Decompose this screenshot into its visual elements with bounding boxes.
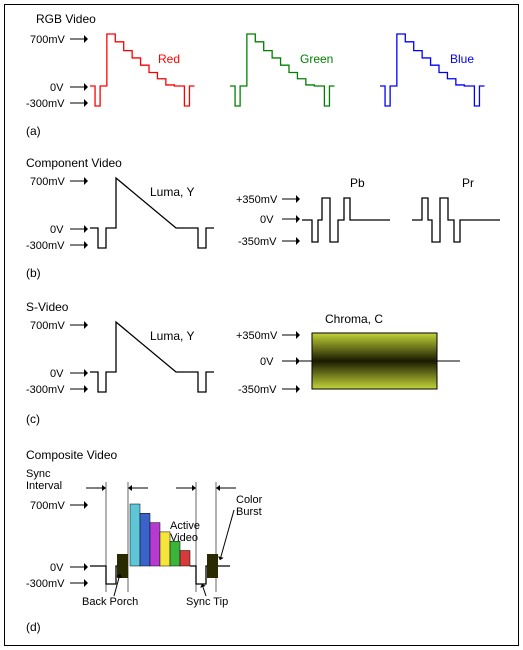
section-b: Component Video 700mV 0V -300mV Luma, Y … xyxy=(0,156,523,281)
signal-blue xyxy=(380,30,500,110)
d-level-0: 0V xyxy=(50,562,63,574)
c-level-700: 700mV xyxy=(30,320,65,332)
b-diff-low: -350mV xyxy=(238,236,277,248)
c-chroma-mid: 0V xyxy=(260,356,273,368)
signal-pr xyxy=(412,192,507,248)
c-chroma-high: +350mV xyxy=(236,330,277,342)
signal-pb xyxy=(302,192,397,248)
label-luma-b: Luma, Y xyxy=(150,185,194,199)
label-blue: Blue xyxy=(450,52,474,66)
section-c-letter: (c) xyxy=(26,412,40,426)
arrow-b-700 xyxy=(70,176,88,186)
b-diff-mid: 0V xyxy=(260,214,273,226)
b-level-700: 700mV xyxy=(30,176,65,188)
c-level-neg300: -300mV xyxy=(26,384,65,396)
chroma-box xyxy=(300,328,460,394)
arrow-c-0 xyxy=(70,368,88,378)
d-level-700: 700mV xyxy=(30,500,65,512)
label-chroma: Chroma, C xyxy=(325,312,383,326)
a-level-700: 700mV xyxy=(30,34,65,46)
c-chroma-low: -350mV xyxy=(238,384,277,396)
label-green: Green xyxy=(300,52,333,66)
d-level-neg300: -300mV xyxy=(26,578,65,590)
d-back-porch: Back Porch xyxy=(82,596,138,608)
arrow-bd-m xyxy=(282,214,300,224)
d-sync-tip: Sync Tip xyxy=(186,596,228,608)
label-pr: Pr xyxy=(462,176,474,190)
arrow-bd-h xyxy=(282,194,300,204)
arrow-cc-m xyxy=(282,356,300,366)
section-c-title: S-Video xyxy=(26,300,68,314)
b-level-0: 0V xyxy=(50,224,63,236)
a-level-neg300: -300mV xyxy=(26,98,65,110)
signal-luma-b xyxy=(90,172,220,252)
signal-green xyxy=(230,30,350,110)
d-active-video: ActiveVideo xyxy=(170,520,200,544)
section-a-title: RGB Video xyxy=(36,12,96,26)
arrow-a-300 xyxy=(70,98,88,108)
b-level-neg300: -300mV xyxy=(26,240,65,252)
label-pb: Pb xyxy=(350,176,365,190)
section-d: Composite Video SyncInterval 700mV 0V -3… xyxy=(0,448,523,638)
section-b-letter: (b) xyxy=(26,266,41,280)
a-level-0: 0V xyxy=(50,82,63,94)
section-d-title: Composite Video xyxy=(26,448,117,462)
section-c: S-Video 700mV 0V -300mV Luma, Y Chroma, … xyxy=(0,300,523,430)
signal-red xyxy=(90,30,210,110)
arrow-bd-l xyxy=(282,236,300,246)
label-luma-c: Luma, Y xyxy=(150,329,194,343)
b-diff-high: +350mV xyxy=(236,194,277,206)
c-level-0: 0V xyxy=(50,368,63,380)
signal-luma-c xyxy=(90,316,220,396)
arrow-cc-h xyxy=(282,330,300,340)
arrow-a-700 xyxy=(70,34,88,44)
arrow-a-0 xyxy=(70,82,88,92)
arrow-b-0 xyxy=(70,224,88,234)
section-a: RGB Video 700mV 0V -300mV Red Green Blue… xyxy=(0,12,523,137)
section-a-letter: (a) xyxy=(26,124,41,138)
arrow-cc-l xyxy=(282,384,300,394)
section-b-title: Component Video xyxy=(26,156,122,170)
arrow-b-300 xyxy=(70,240,88,250)
arrow-c-700 xyxy=(70,320,88,330)
d-sync-interval: SyncInterval xyxy=(26,468,62,492)
label-red: Red xyxy=(158,52,180,66)
section-d-letter: (d) xyxy=(26,620,41,634)
arrow-c-300 xyxy=(70,384,88,394)
d-color-burst: ColorBurst xyxy=(236,494,262,518)
